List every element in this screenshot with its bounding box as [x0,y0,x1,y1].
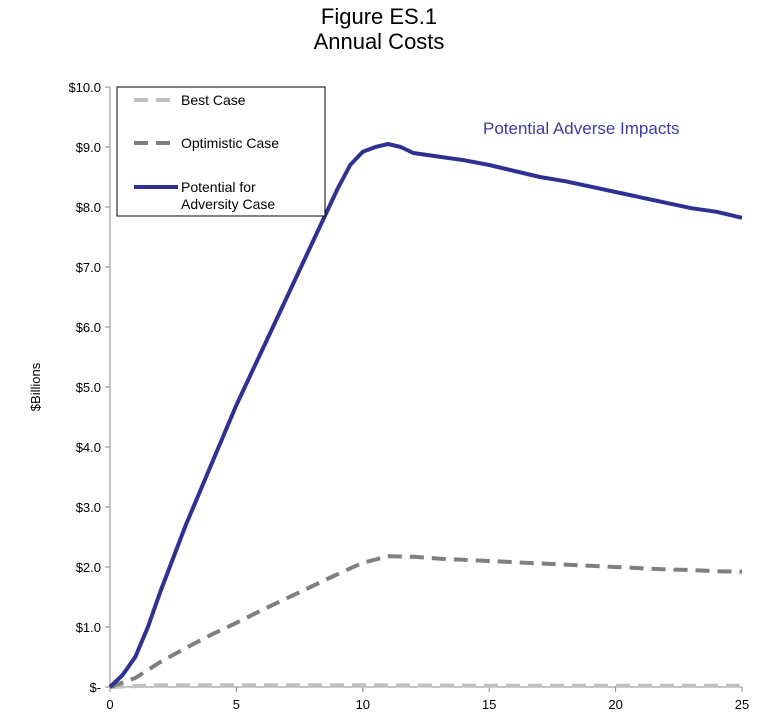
y-tick-label: $1.0 [76,620,101,635]
y-tick-label: $7.0 [76,260,101,275]
chart-title-block: Figure ES.1 Annual Costs [0,4,758,54]
x-tick-label: 15 [482,697,496,712]
legend-label-line: Best Case [181,92,246,108]
y-tick-label: $2.0 [76,560,101,575]
legend-label-line: Optimistic Case [181,135,279,151]
legend-label-2: Optimistic Case [181,135,279,151]
x-tick-label: 25 [735,697,749,712]
y-tick-label: $- [89,680,101,695]
series-line-3 [108,142,743,689]
series-lines [108,142,743,689]
legend-label-line: Adversity Case [181,196,275,212]
series-line-2 [109,554,743,689]
y-axis-label: $Billions [28,362,43,411]
chart-subtitle: Annual Costs [313,29,445,54]
y-tick-label: $6.0 [76,320,101,335]
legend-label-3: Potential for Adversity Case [181,179,275,212]
chart-title: Figure ES.1 [320,4,438,29]
y-tick-label: $8.0 [76,200,101,215]
x-tick-label: 0 [106,697,113,712]
legend-label-1: Best Case [181,92,246,108]
y-tick-label: $10.0 [68,80,101,95]
y-tick-label: $4.0 [76,440,101,455]
legend-box [116,86,326,217]
y-tick-label: $9.0 [76,140,101,155]
x-tick-label: 10 [356,697,370,712]
x-tick-label: 5 [233,697,240,712]
y-tick-label: $5.0 [76,380,101,395]
x-tick-label: 20 [608,697,622,712]
legend-label-line: Potential for [181,179,256,195]
y-tick-label: $3.0 [76,500,101,515]
legend: Best Case Optimistic Case Potential for Adv… [116,86,326,217]
annotation-label: Potential Adverse Impacts [483,119,680,138]
series-line-1 [109,683,742,689]
axes: $- $1.0 $2.0 $3.0 $4.0 $5.0 $6.0 $7.0 $8.0 $9.0 $1… [68,80,749,712]
